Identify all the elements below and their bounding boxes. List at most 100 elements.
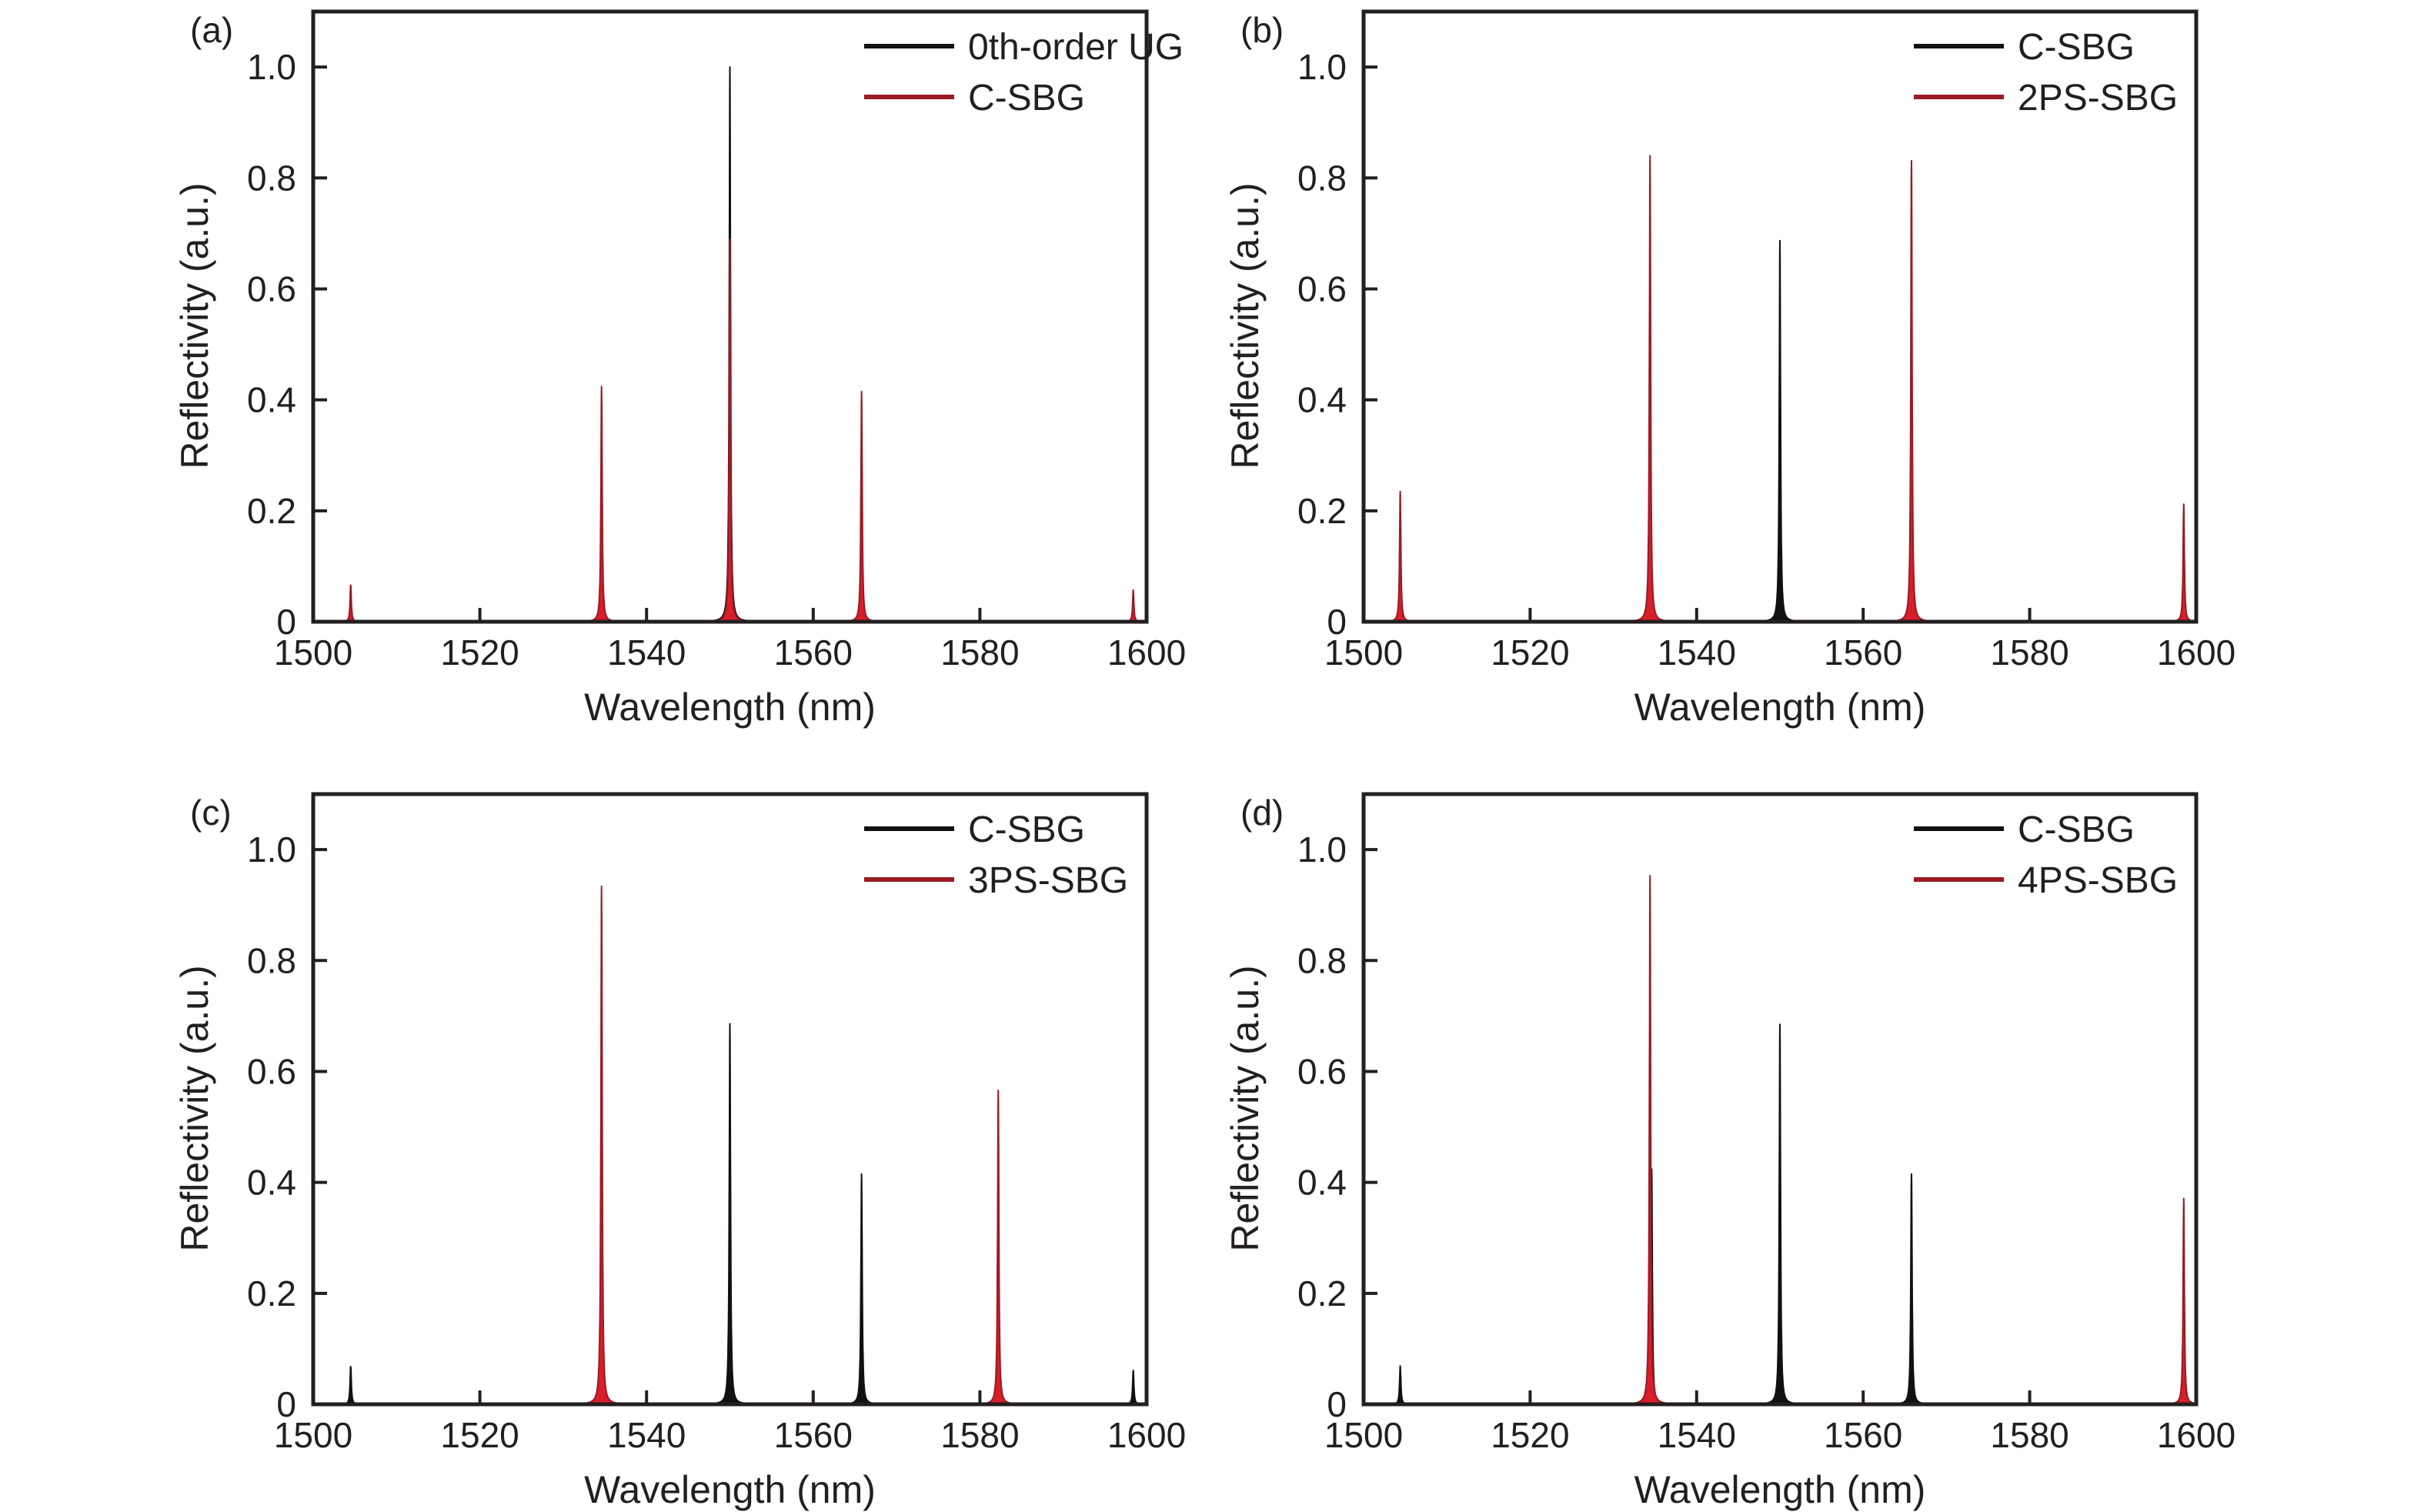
peak-mark (571, 386, 632, 622)
y-tick-label: 0.8 (1297, 940, 1347, 980)
y-tick-label: 0.2 (247, 491, 296, 531)
x-tick-label: 1500 (1324, 633, 1403, 673)
series-3ps-sbg (571, 885, 1029, 1404)
legend-label: C-SBG (2018, 809, 2135, 850)
peak-mark (1881, 159, 1942, 622)
x-tick-label: 1560 (1824, 633, 1902, 673)
y-tick-label: 0.8 (1297, 158, 1347, 198)
y-tick-label: 0.2 (1297, 491, 1347, 531)
y-tick-label: 0.8 (247, 940, 296, 980)
y-tick-label: 0.6 (1297, 1051, 1347, 1091)
peak-mark (1370, 1365, 1431, 1404)
x-tick-label: 1580 (940, 1415, 1019, 1455)
y-tick-label: 0.4 (1297, 380, 1347, 420)
peak-mark (1750, 1023, 1810, 1404)
y-axis-label: Reflectivity (a.u.) (173, 965, 216, 1251)
y-axis-label: Reflectivity (a.u.) (1224, 965, 1267, 1251)
peak-mark (1103, 1370, 1147, 1404)
y-tick-label: 1.0 (247, 829, 296, 869)
x-tick-label: 1560 (774, 1415, 853, 1455)
legend-label: C-SBG (968, 809, 1085, 850)
peak-mark (1370, 490, 1431, 622)
x-tick-label: 1520 (1491, 1415, 1569, 1455)
peak-mark (1750, 239, 1810, 622)
x-tick-label: 1560 (1824, 1415, 1902, 1455)
peak-mark (699, 238, 760, 622)
x-tick-label: 1500 (274, 633, 352, 673)
x-tick-label: 1560 (774, 633, 853, 673)
x-tick-label: 1540 (607, 633, 686, 673)
y-tick-label: 1.0 (1297, 829, 1347, 869)
series-c-sbg (1750, 239, 1810, 622)
plot-area (320, 885, 1147, 1404)
y-tick-label: 0.4 (247, 380, 296, 420)
legend: 0th-order UG C-SBG (864, 27, 1184, 118)
peak-mark (831, 390, 892, 622)
legend-label: C-SBG (968, 78, 1085, 118)
y-tick-label: 1.0 (1297, 47, 1347, 87)
peak-mark (699, 1023, 760, 1404)
x-tick-label: 1520 (440, 633, 519, 673)
x-tick-label: 1540 (1658, 1415, 1736, 1455)
x-tick-label: 1600 (2157, 1415, 2235, 1455)
y-tick-label: 0 (1327, 602, 1347, 642)
series-c-sbg (320, 1023, 1147, 1404)
peak-mark (320, 1366, 381, 1404)
x-axis-label: Wavelength (nm) (584, 686, 876, 729)
panel-label: (a) (190, 10, 233, 50)
peak-mark (1620, 155, 1681, 622)
panel-label: (d) (1240, 793, 1284, 833)
axes-frame (1361, 9, 2199, 624)
legend-label: 0th-order UG (968, 27, 1184, 68)
legend-label: 4PS-SBG (2018, 860, 2178, 901)
x-axis-label: Wavelength (nm) (1634, 1468, 1926, 1511)
axes-frame (1361, 792, 2199, 1407)
y-tick-label: 1.0 (247, 47, 296, 87)
panel-label: (c) (190, 793, 232, 833)
y-tick-label: 0.2 (247, 1273, 296, 1313)
legend-label: 3PS-SBG (968, 860, 1128, 901)
peak-mark (2153, 503, 2196, 622)
x-axis-label: Wavelength (nm) (584, 1468, 876, 1511)
legend: C-SBG 3PS-SBG (864, 809, 1128, 901)
x-tick-label: 1600 (1107, 1415, 1186, 1455)
x-axis-label: Wavelength (nm) (1634, 686, 1926, 729)
x-tick-label: 1580 (1990, 633, 2068, 673)
y-tick-label: 0 (276, 602, 296, 642)
axes-frame (311, 9, 1149, 624)
x-tick-label: 1600 (2157, 633, 2235, 673)
legend-label: 2PS-SBG (2018, 78, 2178, 118)
y-tick-label: 0.8 (247, 158, 296, 198)
peak-mark (1620, 875, 1681, 1404)
panel-label: (b) (1240, 10, 1284, 50)
axes-frame (311, 792, 1149, 1407)
x-tick-label: 1580 (1990, 1415, 2068, 1455)
peak-mark (571, 885, 632, 1404)
x-tick-label: 1520 (1491, 633, 1569, 673)
peak-mark (1881, 1173, 1942, 1404)
panel-b: 1500 1520 1540 1560 1580 1600 0 0.2 0.4 0.6 0.8 1.0… (1224, 9, 2235, 729)
peak-mark (1103, 589, 1147, 622)
x-tick-label: 1500 (274, 1415, 352, 1455)
y-tick-label: 0.6 (1297, 269, 1347, 309)
x-tick-label: 1540 (607, 1415, 686, 1455)
peak-mark (968, 1090, 1029, 1404)
y-axis-label: Reflectivity (a.u.) (1224, 182, 1267, 469)
y-tick-label: 0.2 (1297, 1273, 1347, 1313)
plot-area (320, 66, 1147, 622)
plot-area (1370, 875, 2196, 1404)
series-2ps-sbg (1370, 155, 2196, 622)
y-tick-label: 0.6 (247, 1051, 296, 1091)
legend: C-SBG 4PS-SBG (1914, 809, 2178, 901)
y-tick-label: 0.6 (247, 269, 296, 309)
x-tick-label: 1500 (1324, 1415, 1403, 1455)
plot-area (1370, 155, 2196, 622)
y-tick-label: 0 (276, 1384, 296, 1424)
peak-mark (831, 1173, 892, 1404)
series-c-sbg (1370, 1023, 2196, 1404)
y-axis-label: Reflectivity (a.u.) (173, 182, 216, 469)
series-4ps-sbg (1620, 875, 2196, 1404)
peak-mark (2153, 1197, 2196, 1404)
series-c-sbg (320, 238, 1147, 622)
